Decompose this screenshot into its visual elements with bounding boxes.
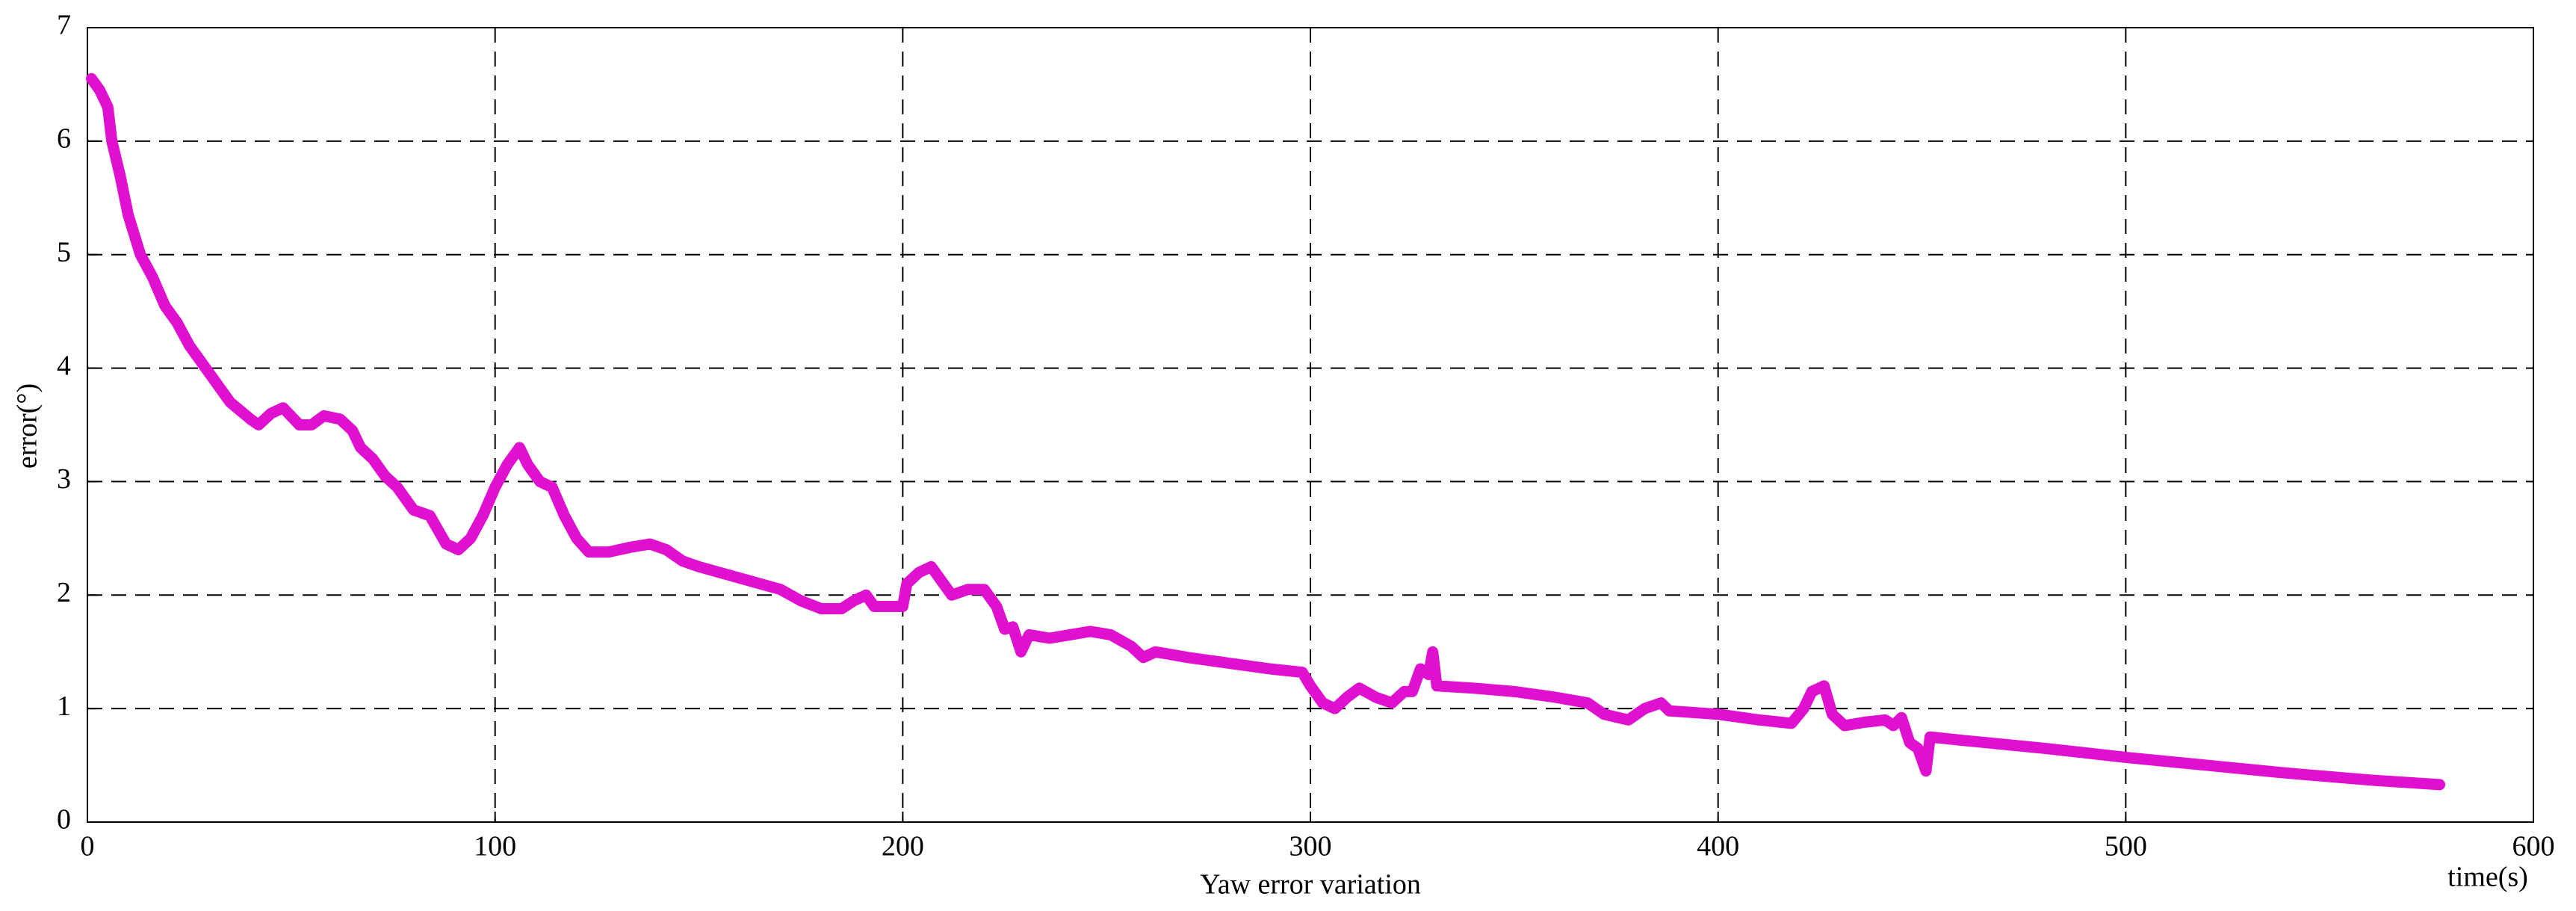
data-line: [85, 72, 2445, 791]
x-tick-label: 500: [2105, 831, 2147, 862]
x-tick-label: 200: [882, 831, 924, 862]
y-tick-label: 3: [57, 463, 71, 495]
x-tick-label: 400: [1697, 831, 1739, 862]
y-tick-label: 4: [57, 350, 71, 381]
plot-frame: [87, 27, 2534, 823]
y-tick-label: 7: [57, 10, 71, 41]
x-tick-label: 600: [2512, 831, 2555, 862]
y-tick-label: 6: [57, 123, 71, 155]
x-tick-label: 100: [474, 831, 516, 862]
y-axis-label: error(°): [12, 383, 43, 469]
x-axis-label: time(s): [2447, 862, 2528, 893]
y-tick-label: 0: [57, 804, 71, 836]
y-tick-label: 1: [57, 691, 71, 722]
y-tick-label: 5: [57, 236, 71, 268]
y-tick-label: 2: [57, 577, 71, 608]
x-tick-label: 300: [1289, 831, 1332, 862]
chart-title: Yaw error variation: [1200, 869, 1421, 901]
x-tick-label: 0: [81, 831, 95, 862]
